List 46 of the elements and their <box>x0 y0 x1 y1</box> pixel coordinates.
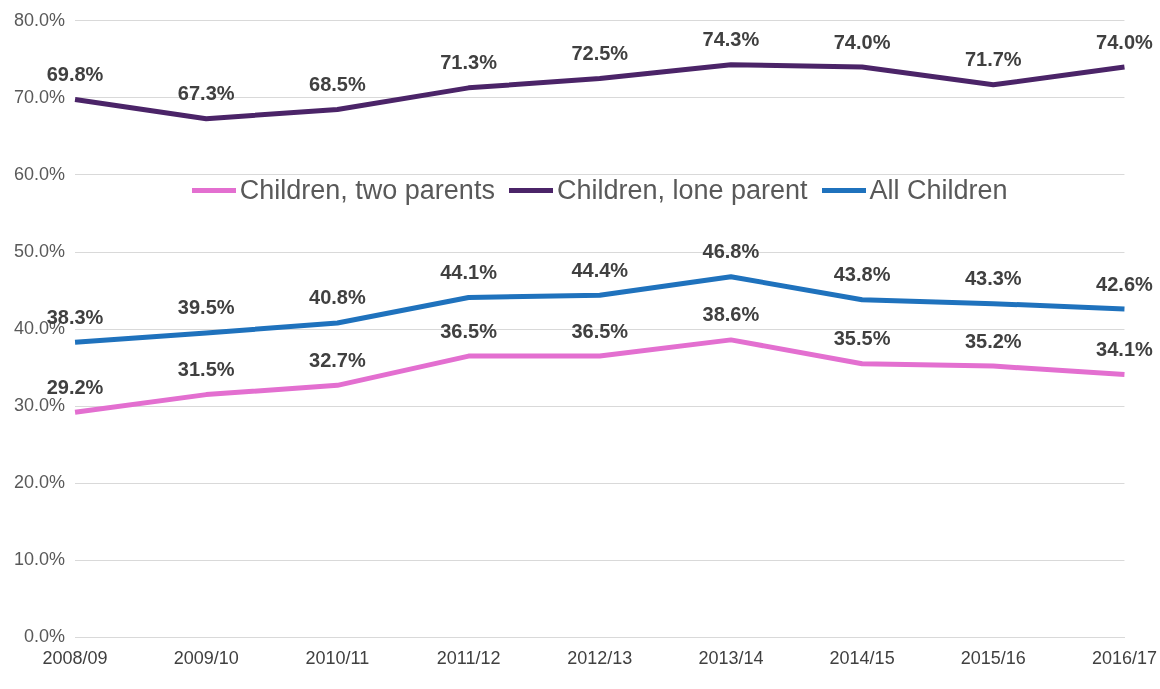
x-tick-label: 2009/10 <box>173 648 239 669</box>
data-label: 36.5% <box>440 319 498 342</box>
data-label: 35.5% <box>833 327 891 350</box>
data-label: 67.3% <box>177 82 235 105</box>
data-label: 74.0% <box>833 30 891 53</box>
y-tick-label: 70.0% <box>13 86 66 107</box>
x-tick-label: 2016/17 <box>1091 648 1158 669</box>
legend-label: Children, lone parent <box>556 174 808 206</box>
y-tick-label: 80.0% <box>13 9 66 30</box>
legend-label: Children, two parents <box>239 174 495 206</box>
data-label: 68.5% <box>309 72 366 95</box>
data-label: 29.2% <box>46 375 104 398</box>
data-label: 40.8% <box>309 286 366 309</box>
data-label: 43.3% <box>964 267 1022 290</box>
x-tick-label: 2015/16 <box>960 648 1026 669</box>
data-label: 43.8% <box>833 263 891 286</box>
x-tick-label: 2008/09 <box>42 648 108 669</box>
y-tick-label: 50.0% <box>13 240 66 261</box>
data-label: 44.1% <box>440 261 498 284</box>
data-label: 36.5% <box>571 319 629 342</box>
x-tick-label: 2010/11 <box>305 648 370 669</box>
x-tick-label: 2014/15 <box>829 648 895 669</box>
data-label: 46.8% <box>702 240 760 263</box>
data-label: 31.5% <box>177 358 235 381</box>
data-label: 74.0% <box>1096 30 1154 53</box>
data-label: 38.6% <box>702 303 760 326</box>
y-tick-label: 20.0% <box>13 472 66 493</box>
x-tick-label: 2013/14 <box>698 648 764 669</box>
data-label: 39.5% <box>177 296 235 319</box>
legend-label: All Children <box>869 174 1008 206</box>
y-tick-label: 30.0% <box>13 395 66 416</box>
y-tick-label: 0.0% <box>24 626 66 647</box>
data-label: 44.4% <box>571 258 629 281</box>
x-tick-label: 2012/13 <box>567 648 633 669</box>
data-label: 35.2% <box>964 329 1022 352</box>
data-label: 34.1% <box>1096 338 1154 361</box>
data-label: 32.7% <box>309 348 366 371</box>
y-tick-label: 10.0% <box>13 549 66 570</box>
data-label: 69.8% <box>46 62 104 85</box>
y-tick-label: 60.0% <box>13 163 66 184</box>
data-label: 42.6% <box>1096 272 1154 295</box>
data-label: 74.3% <box>702 28 760 51</box>
data-label: 71.7% <box>964 48 1022 71</box>
x-tick-label: 2011/12 <box>436 648 501 669</box>
data-label: 71.3% <box>440 51 498 74</box>
data-label: 72.5% <box>571 42 629 65</box>
